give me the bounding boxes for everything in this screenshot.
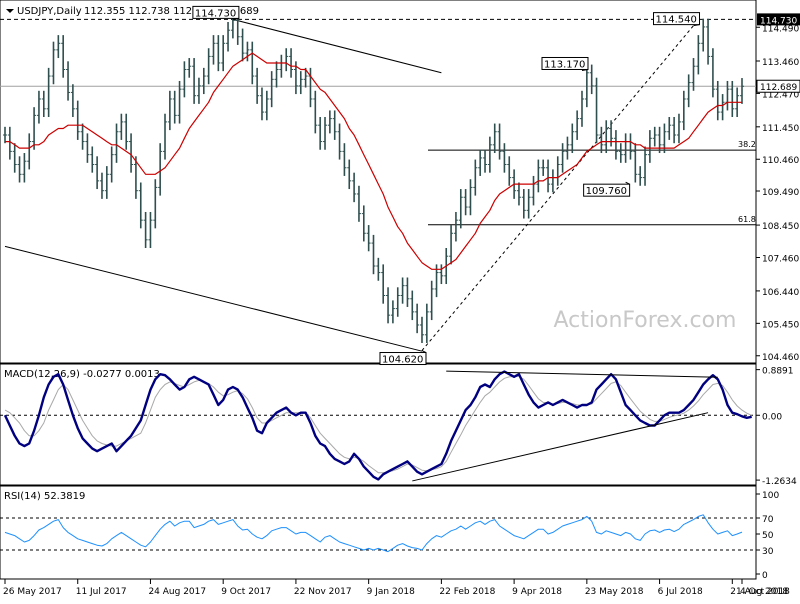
price-pane-frame — [0, 0, 757, 364]
macd-trendline — [446, 370, 718, 378]
macd-trendline — [412, 412, 709, 482]
price-axis-tick-label: 112.470 — [762, 90, 799, 100]
rsi-line — [4, 514, 743, 553]
macd-line — [3, 370, 752, 481]
macd-axis-tick-label: 0.00 — [762, 412, 782, 422]
x-axis-label: 22 Nov 2017 — [294, 587, 352, 597]
rsi-title: RSI(14) 52.3819 — [4, 491, 85, 502]
rsi-axis-tick-label: 50 — [762, 531, 774, 541]
rsi-pane-frame — [0, 485, 757, 580]
annotation-pointer — [693, 24, 700, 27]
x-axis-label: 11 Jul 2017 — [76, 587, 127, 597]
macd-axis-tick-label: -1.2634 — [762, 477, 797, 487]
annotation-box — [192, 5, 240, 19]
rsi-axis-tick-label: 30 — [762, 547, 774, 557]
price-axis-tick-label: 106.440 — [762, 288, 799, 298]
top-level-box — [757, 13, 800, 26]
annotation-pointer — [581, 68, 589, 71]
annotation-label: 114.730 — [195, 8, 236, 19]
annotation-pointer — [421, 350, 427, 353]
x-axis-label: 4 Oct 2018 — [740, 587, 790, 597]
rsi-axis-tick-label: 0 — [762, 571, 768, 581]
annotation-box — [583, 183, 631, 197]
price-axis-tick-label: 114.490 — [762, 24, 799, 34]
x-axis-label: 9 Jan 2018 — [367, 587, 415, 597]
x-axis-label: 24 Aug 2017 — [148, 587, 206, 597]
rsi-axis-tick-label: 70 — [762, 515, 774, 525]
last-price-box — [756, 79, 800, 93]
title-arrow-icon — [6, 9, 14, 13]
annotation-pointer — [625, 181, 630, 185]
price-trendline — [4, 245, 423, 352]
price-axis-tick-label: 109.490 — [762, 188, 799, 198]
fib-level-label: 61.8 — [738, 215, 756, 224]
annotation-pointer — [232, 17, 239, 20]
x-axis-label: 21 Aug 2018 — [730, 587, 788, 597]
watermark: ActionForex.com — [554, 308, 737, 333]
macd-layer: 0.8891 0.00 -1.2634 — [0, 367, 797, 487]
price-axis-tick-label: 105.450 — [762, 320, 799, 330]
moving-average-line — [5, 52, 742, 270]
x-axis-label: 9 Apr 2018 — [512, 587, 562, 597]
price-title: USDJPY,Daily 112.355 112.738 112.304 112… — [6, 6, 259, 17]
price-axis-tick-label: 108.450 — [762, 222, 799, 232]
price-trendline — [232, 18, 442, 74]
rsi-axis-tick-label: 100 — [762, 491, 779, 501]
price-axis-tick-label: 113.460 — [762, 58, 799, 68]
x-axis-label: 22 Feb 2018 — [439, 587, 495, 597]
annotation-box — [653, 12, 701, 26]
ohlc-values: 112.355 112.738 112.304 112.689 — [84, 6, 259, 17]
price-axis-tick-label: 104.460 — [762, 353, 799, 363]
x-axis-label: 9 Oct 2017 — [221, 587, 271, 597]
macd-axis-tick-label: 0.8891 — [762, 367, 794, 377]
price-layer: 114.490 113.460 112.470 111.450 110.460 109.4… — [0, 5, 800, 366]
rsi-layer: 100 70 50 30 0 — [0, 491, 779, 581]
annotation-label: 114.540 — [656, 15, 697, 26]
last-price-label: 112.689 — [760, 83, 797, 93]
annotation-label: 109.760 — [586, 186, 627, 197]
macd-pane-frame — [0, 363, 757, 486]
annotation-label: 104.620 — [382, 355, 423, 366]
x-axis-label: 23 May 2018 — [585, 587, 644, 597]
price-trendline — [421, 25, 694, 351]
price-axis-tick-label: 107.460 — [762, 255, 799, 265]
x-axis-label: 26 May 2017 — [3, 587, 62, 597]
x-axis: 26 May 2017 11 Jul 2017 24 Aug 2017 9 Oct 2… — [3, 579, 790, 597]
annotation-box — [541, 56, 589, 70]
annotation-box — [379, 352, 427, 366]
top-level-label: 114.730 — [760, 16, 797, 26]
price-axis-tick-label: 110.460 — [762, 156, 799, 166]
fib-level-label: 38.2 — [738, 140, 756, 149]
macd-signal-line — [4, 375, 752, 474]
price-axis-tick-label: 111.450 — [762, 124, 799, 134]
chart-title: USDJPY,Daily — [17, 6, 82, 17]
annotation-label: 113.170 — [544, 59, 585, 70]
macd-title: MACD(12,26,9) -0.0277 0.0013 — [4, 369, 160, 380]
x-axis-label: 6 Jul 2018 — [658, 587, 703, 597]
